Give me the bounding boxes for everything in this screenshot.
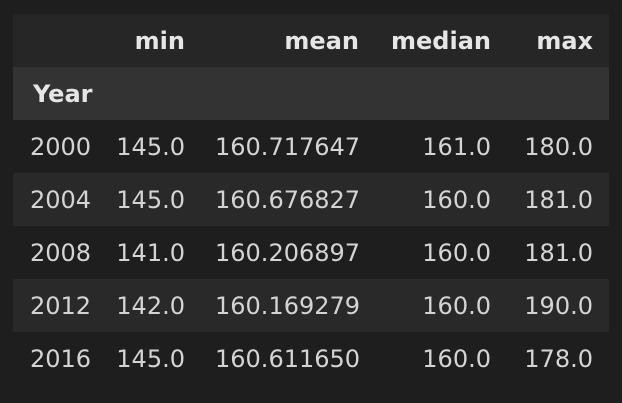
cell-min: 142.0 — [101, 279, 201, 332]
cell-max: 181.0 — [507, 226, 609, 279]
cell-median: 161.0 — [375, 120, 507, 173]
stats-table: min mean median max Year 2000 145.0 160.… — [13, 14, 609, 385]
column-header-max: max — [507, 14, 609, 67]
row-index: 2012 — [13, 279, 101, 332]
table-row: 2008 141.0 160.206897 160.0 181.0 — [13, 226, 609, 279]
table-row: 2004 145.0 160.676827 160.0 181.0 — [13, 173, 609, 226]
table-row: 2000 145.0 160.717647 161.0 180.0 — [13, 120, 609, 173]
cell-median: 160.0 — [375, 226, 507, 279]
cell-mean: 160.206897 — [201, 226, 375, 279]
cell-max: 178.0 — [507, 332, 609, 385]
cell-mean: 160.611650 — [201, 332, 375, 385]
dataframe-output: min mean median max Year 2000 145.0 160.… — [13, 14, 609, 385]
cell-min: 141.0 — [101, 226, 201, 279]
index-name-row: Year — [13, 67, 609, 120]
cell-min: 145.0 — [101, 332, 201, 385]
cell-median: 160.0 — [375, 279, 507, 332]
cell-median: 160.0 — [375, 173, 507, 226]
cell-mean: 160.717647 — [201, 120, 375, 173]
cell-max: 181.0 — [507, 173, 609, 226]
blank-header — [13, 14, 101, 67]
column-header-min: min — [101, 14, 201, 67]
cell-min: 145.0 — [101, 120, 201, 173]
column-header-median: median — [375, 14, 507, 67]
table-row: 2016 145.0 160.611650 160.0 178.0 — [13, 332, 609, 385]
row-index: 2016 — [13, 332, 101, 385]
cell-max: 190.0 — [507, 279, 609, 332]
cell-min: 145.0 — [101, 173, 201, 226]
column-header-mean: mean — [201, 14, 375, 67]
index-name-label: Year — [13, 67, 101, 120]
cell-max: 180.0 — [507, 120, 609, 173]
cell-mean: 160.676827 — [201, 173, 375, 226]
column-header-row: min mean median max — [13, 14, 609, 67]
row-index: 2004 — [13, 173, 101, 226]
table-row: 2012 142.0 160.169279 160.0 190.0 — [13, 279, 609, 332]
row-index: 2008 — [13, 226, 101, 279]
cell-median: 160.0 — [375, 332, 507, 385]
cell-mean: 160.169279 — [201, 279, 375, 332]
row-index: 2000 — [13, 120, 101, 173]
